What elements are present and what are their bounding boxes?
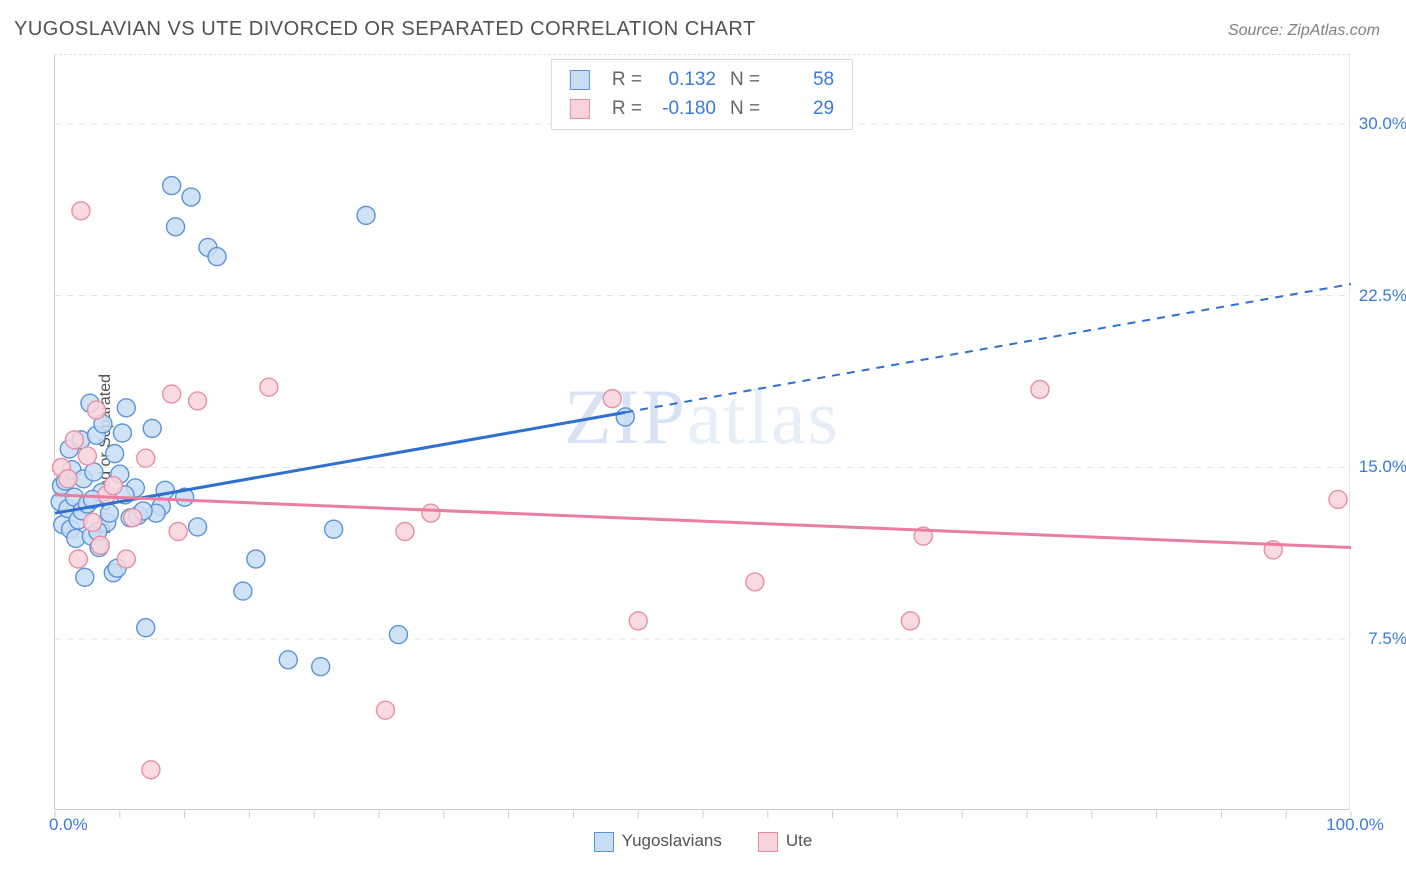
data-point bbox=[396, 523, 414, 541]
legend-label: Ute bbox=[786, 831, 812, 850]
data-point bbox=[78, 447, 96, 465]
data-point bbox=[603, 390, 621, 408]
data-point bbox=[76, 568, 94, 586]
stat-n-label: N = bbox=[730, 95, 760, 124]
data-point bbox=[746, 573, 764, 591]
data-point bbox=[100, 504, 118, 522]
trend-line bbox=[55, 495, 1351, 548]
chart-title: YUGOSLAVIAN VS UTE DIVORCED OR SEPARATED… bbox=[14, 18, 756, 41]
data-point bbox=[1329, 490, 1347, 508]
data-point bbox=[84, 513, 102, 531]
plot-region: ZIPatlas R =0.132N =58R =-0.180N =29 0.0… bbox=[54, 54, 1350, 810]
series-legend: Yugoslavians Ute bbox=[14, 831, 1392, 852]
legend-item: Ute bbox=[758, 831, 812, 852]
data-point bbox=[113, 424, 131, 442]
data-point bbox=[117, 550, 135, 568]
data-point bbox=[65, 431, 83, 449]
legend-swatch bbox=[570, 70, 590, 90]
legend-label: Yugoslavians bbox=[622, 831, 722, 850]
chart-area: Divorced or Separated ZIPatlas R =0.132N… bbox=[14, 54, 1392, 854]
stats-legend-row: R = 0.132 N = 58 bbox=[570, 66, 834, 95]
data-point bbox=[247, 550, 265, 568]
data-point bbox=[87, 401, 105, 419]
data-point bbox=[163, 385, 181, 403]
trend-line-extrapolated bbox=[625, 284, 1351, 412]
stat-r-label: R = bbox=[612, 95, 642, 124]
data-point bbox=[91, 536, 109, 554]
data-point bbox=[85, 463, 103, 481]
stat-r-label: R = bbox=[612, 66, 642, 95]
stat-n-value: 58 bbox=[774, 66, 834, 95]
data-point bbox=[156, 481, 174, 499]
legend-item: Yugoslavians bbox=[594, 831, 722, 852]
data-point bbox=[422, 504, 440, 522]
data-point bbox=[325, 520, 343, 538]
data-point bbox=[104, 477, 122, 495]
data-point bbox=[312, 658, 330, 676]
y-tick-label: 30.0% bbox=[1359, 114, 1406, 134]
data-point bbox=[629, 612, 647, 630]
data-point bbox=[69, 550, 87, 568]
data-point bbox=[72, 202, 90, 220]
plot-svg bbox=[55, 55, 1349, 809]
data-point bbox=[389, 626, 407, 644]
data-point bbox=[357, 206, 375, 224]
data-point bbox=[169, 523, 187, 541]
data-point bbox=[163, 177, 181, 195]
data-point bbox=[234, 582, 252, 600]
data-point bbox=[189, 392, 207, 410]
data-point bbox=[137, 619, 155, 637]
legend-swatch bbox=[594, 832, 614, 852]
stats-legend: R = 0.132 N = 58 R = -0.180 N = 29 bbox=[551, 59, 853, 130]
legend-swatch bbox=[758, 832, 778, 852]
stats-legend-row: R = -0.180 N = 29 bbox=[570, 95, 834, 124]
data-point bbox=[208, 248, 226, 266]
data-point bbox=[901, 612, 919, 630]
data-point bbox=[143, 419, 161, 437]
data-point bbox=[279, 651, 297, 669]
data-point bbox=[1031, 380, 1049, 398]
y-tick-label: 15.0% bbox=[1359, 457, 1406, 477]
data-point bbox=[182, 188, 200, 206]
stat-r-value: 0.132 bbox=[656, 66, 716, 95]
data-point bbox=[167, 218, 185, 236]
stat-n-label: N = bbox=[730, 66, 760, 95]
data-point bbox=[59, 470, 77, 488]
y-tick-label: 22.5% bbox=[1359, 286, 1406, 306]
data-point bbox=[260, 378, 278, 396]
data-point bbox=[376, 701, 394, 719]
legend-swatch bbox=[570, 99, 590, 119]
y-tick-label: 7.5% bbox=[1368, 629, 1406, 649]
data-point bbox=[142, 761, 160, 779]
page-root: YUGOSLAVIAN VS UTE DIVORCED OR SEPARATED… bbox=[0, 0, 1406, 892]
data-point bbox=[106, 445, 124, 463]
data-point bbox=[124, 509, 142, 527]
stat-n-value: 29 bbox=[774, 95, 834, 124]
source-label: Source: ZipAtlas.com bbox=[1228, 22, 1380, 40]
stat-r-value: -0.180 bbox=[656, 95, 716, 124]
data-point bbox=[117, 399, 135, 417]
data-point bbox=[189, 518, 207, 536]
data-point bbox=[137, 449, 155, 467]
